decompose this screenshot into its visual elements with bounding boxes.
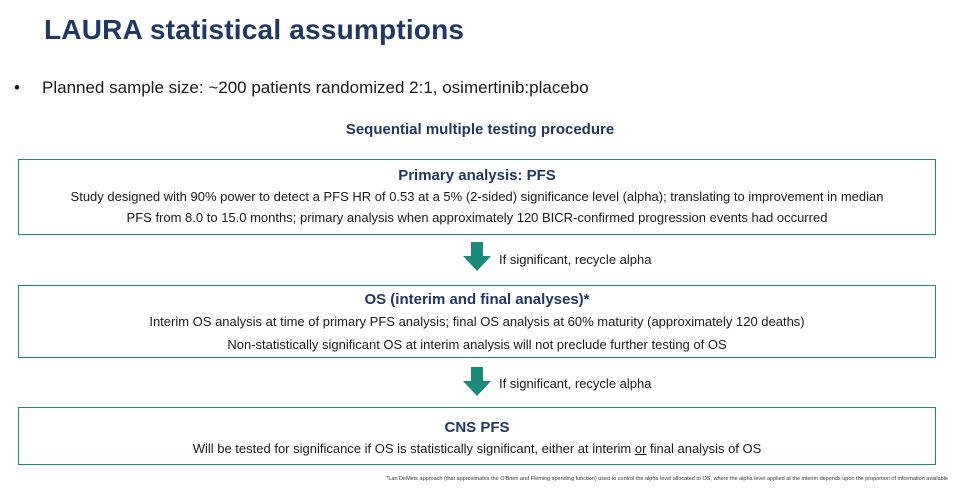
primary-analysis-line-1: Study designed with 90% power to detect … [70, 189, 884, 204]
down-arrow-icon [463, 242, 491, 271]
os-analysis-heading: OS (interim and final analyses)* [364, 291, 590, 308]
procedure-heading: Sequential multiple testing procedure [345, 121, 615, 138]
bullet-symbol: • [14, 78, 20, 97]
cns-pfs-box: CNS PFS Will be tested for significance … [18, 407, 936, 465]
cns-pfs-or-underlined: or [634, 441, 647, 456]
footnote: *Lan DeMets approach (that approximates … [386, 476, 948, 482]
recycle-alpha-label-2: If significant, recycle alpha [499, 376, 652, 391]
primary-analysis-heading: Primary analysis: PFS [398, 167, 556, 184]
cns-pfs-line-start: Will be tested for significance if OS is… [192, 441, 635, 456]
sample-size-bullet: • Planned sample size: ~200 patients ran… [14, 78, 589, 98]
primary-analysis-line-2: PFS from 8.0 to 15.0 months; primary ana… [126, 210, 828, 225]
primary-analysis-box: Primary analysis: PFS Study designed wit… [18, 159, 936, 235]
recycle-alpha-label-1: If significant, recycle alpha [499, 252, 652, 267]
os-analysis-box: OS (interim and final analyses)* Interim… [18, 285, 936, 358]
cns-pfs-heading: CNS PFS [444, 419, 510, 436]
sample-size-text: Planned sample size: ~200 patients rando… [42, 78, 589, 97]
cns-pfs-line-end: final analysis of OS [646, 441, 762, 456]
os-analysis-line-2: Non-statistically significant OS at inte… [227, 337, 727, 352]
page-title: LAURA statistical assumptions [44, 14, 465, 45]
os-analysis-line-1: Interim OS analysis at time of primary P… [149, 314, 805, 329]
down-arrow-icon [463, 367, 491, 396]
cns-pfs-line: Will be tested for significance if OS is… [19, 438, 935, 459]
